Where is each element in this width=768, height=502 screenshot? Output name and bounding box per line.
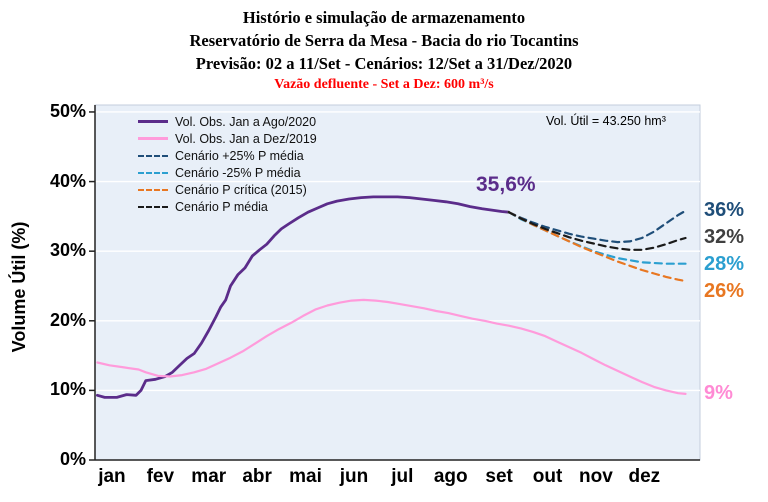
legend-item: Cenário +25% P média — [138, 147, 317, 164]
plot-canvas — [89, 104, 701, 461]
chart-title-line1: Histório e simulação de armazenamento — [242, 8, 526, 27]
series-scenario-media — [507, 211, 687, 251]
x-tick-label-mai: mai — [289, 466, 322, 487]
y-axis-title: Volume Útil (%) — [9, 221, 29, 353]
y-tick-label: 20% — [49, 309, 86, 330]
legend-label: Cenário -25% P média — [175, 165, 301, 180]
x-tick-label-fev: fev — [146, 466, 175, 487]
end-value-label-9: 9% — [704, 381, 733, 404]
series-obs-2020 — [96, 195, 511, 399]
legend-item: Vol. Obs. Jan a Ago/2020 — [138, 113, 317, 130]
legend-item: Cenário P crítica (2015) — [138, 181, 317, 198]
y-tick-label: 30% — [49, 240, 86, 261]
chart-area: Volume Útil (%) 0% 10% 20% 30% 40% 50% jan fev… — [0, 100, 768, 502]
legend-label: Cenário P crítica (2015) — [175, 182, 307, 197]
chart-title-line2: Reservatório de Serra da Mesa - Bacia do… — [189, 31, 579, 50]
y-tick-label: 40% — [49, 170, 86, 191]
end-value-label-32: 32% — [704, 225, 745, 248]
x-tick-label-nov: nov — [579, 466, 613, 487]
legend-line-sample — [138, 205, 168, 208]
x-tick-label-jul: jul — [391, 466, 414, 487]
legend-label: Cenário P média — [175, 199, 268, 214]
series-obs-2019 — [96, 298, 687, 395]
chart-header: Histório e simulação de armazenamento Re… — [0, 6, 768, 95]
y-tick-label: 50% — [49, 100, 86, 121]
chart-title-line3: Previsão: 02 a 11/Set - Cenários: 12/Set… — [195, 54, 573, 73]
useful-volume-annotation: Vol. Útil = 43.250 hm³ — [546, 114, 666, 128]
legend-line-sample — [138, 171, 168, 174]
chart-legend: Vol. Obs. Jan a Ago/2020 Vol. Obs. Jan a … — [138, 113, 317, 215]
x-tick-label-mar: mar — [191, 466, 227, 487]
x-tick-label-set: set — [485, 466, 513, 487]
y-tick-label: 10% — [49, 379, 86, 400]
x-tick-label-jun: jun — [339, 466, 369, 487]
end-value-label-28: 28% — [704, 252, 745, 275]
legend-label: Cenário +25% P média — [175, 148, 304, 163]
legend-line-sample — [138, 154, 168, 157]
end-value-label-26: 26% — [704, 279, 745, 302]
y-tick-label: 0% — [59, 449, 86, 469]
legend-item: Cenário P média — [138, 198, 317, 215]
x-tick-label-dez: dez — [628, 466, 661, 487]
legend-line-sample — [138, 120, 168, 123]
series-scenario-minus25 — [507, 211, 687, 265]
series-scenario-critica — [507, 211, 687, 283]
legend-line-sample — [138, 188, 168, 191]
legend-line-sample — [138, 137, 168, 140]
x-tick-label-out: out — [532, 466, 563, 487]
legend-item: Vol. Obs. Jan a Dez/2019 — [138, 130, 317, 147]
current-value-annotation: 35,6% — [476, 173, 536, 196]
x-tick-label-abr: abr — [242, 466, 272, 487]
x-tick-label-ago: ago — [433, 466, 468, 487]
plot-background — [94, 104, 701, 461]
chart-subtitle-outflow: Vazão defluente - Set a Dez: 600 m³/s — [274, 77, 494, 92]
series-scenario-plus25 — [507, 209, 687, 244]
legend-item: Cenário -25% P média — [138, 164, 317, 181]
end-value-label-36: 36% — [704, 198, 745, 221]
legend-label: Vol. Obs. Jan a Ago/2020 — [175, 114, 317, 129]
x-tick-label-jan: jan — [98, 466, 126, 487]
legend-label: Vol. Obs. Jan a Dez/2019 — [175, 131, 317, 146]
